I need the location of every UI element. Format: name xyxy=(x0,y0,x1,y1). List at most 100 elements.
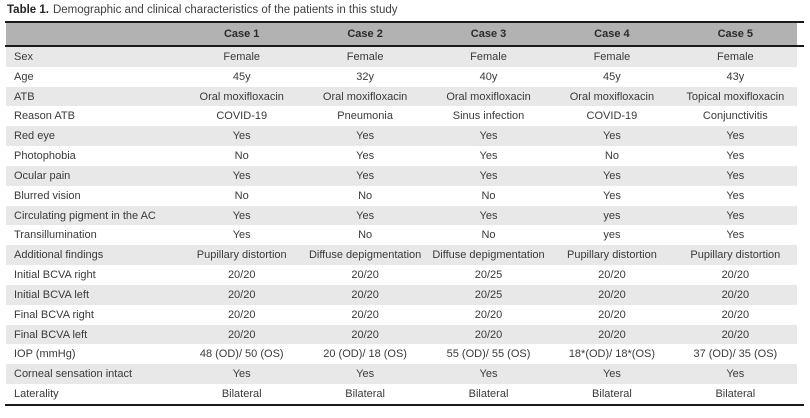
row-label: Corneal sensation intact xyxy=(14,368,133,381)
cell: Oral moxifloxacin xyxy=(322,90,408,103)
cell: 37 (OD)/ 35 (OS) xyxy=(693,348,778,361)
table-row: Photophobia No Yes Yes No Yes xyxy=(6,146,797,166)
cell: 45y xyxy=(232,70,251,83)
cell: No xyxy=(604,150,619,163)
cell: Yes xyxy=(479,209,498,222)
table-row: Initial BCVA left 20/20 20/20 20/25 20/20 20/… xyxy=(6,284,797,305)
header-row: Case 1 Case 2 Case 3 Case 4 Case 5 xyxy=(6,23,797,45)
row-label: Final BCVA right xyxy=(14,308,94,321)
table-bottom-rule xyxy=(5,404,804,406)
cell: 20/20 xyxy=(598,308,626,321)
cell: Bilateral xyxy=(468,387,509,400)
table-title: Table 1. Demographic and clinical charact… xyxy=(7,3,398,18)
cell: 20/20 xyxy=(474,328,503,341)
row-label: Circulating pigment in the AC xyxy=(14,209,156,222)
row-label: Initial BCVA right xyxy=(14,269,96,282)
row-label: Laterality xyxy=(14,387,59,400)
cell: 20/20 xyxy=(474,308,503,321)
cell: Diffuse depigmentation xyxy=(432,249,545,262)
cell: Oral moxifloxacin xyxy=(446,90,531,103)
cell: 20/20 xyxy=(227,269,256,282)
row-label: Reason ATB xyxy=(14,110,75,123)
characteristics-table: Case 1 Case 2 Case 3 Case 4 Case 5 Sex Female F… xyxy=(6,23,797,404)
cell: yes xyxy=(603,209,621,222)
cell: Pneumonia xyxy=(337,110,393,123)
cell: 20/20 xyxy=(721,328,750,341)
cell: COVID-19 xyxy=(216,110,268,123)
cell: Bilateral xyxy=(345,387,385,400)
cell: Female xyxy=(223,50,261,63)
row-label: Transillumination xyxy=(14,229,97,242)
cell: No xyxy=(234,150,249,163)
table-row: Final BCVA right 20/20 20/20 20/20 20/20 20/2… xyxy=(6,304,797,325)
row-label: IOP (mmHg) xyxy=(14,348,76,361)
cell: Pupillary distortion xyxy=(196,249,287,262)
table-row: Final BCVA left 20/20 20/20 20/20 20/20 20/20 xyxy=(6,324,797,345)
cell: Yes xyxy=(232,368,251,381)
cell: Yes xyxy=(479,169,498,182)
cell: Bilateral xyxy=(715,387,756,400)
row-label: Final BCVA left xyxy=(14,328,88,341)
row-label: Blurred vision xyxy=(14,189,81,202)
cell: 20/20 xyxy=(721,269,750,282)
row-label: Photophobia xyxy=(14,150,76,163)
cell: 20/25 xyxy=(474,269,503,282)
cell: Yes xyxy=(479,150,498,163)
row-label: Age xyxy=(14,70,34,83)
cell: Yes xyxy=(726,150,745,163)
cell: 18*(OD)/ 18*(OS) xyxy=(568,348,656,361)
cell: Pupillary distortion xyxy=(566,249,657,262)
cell: Yes xyxy=(479,368,498,381)
cell: Yes xyxy=(726,130,745,143)
cell: 20/20 xyxy=(598,269,626,282)
row-label: Ocular pain xyxy=(14,169,71,182)
cell: 40y xyxy=(479,70,498,83)
table-row: Blurred vision No No No Yes Yes xyxy=(6,185,797,206)
column-header: Case 3 xyxy=(470,28,507,40)
cell: Bilateral xyxy=(221,387,262,400)
table-row: Reason ATB COVID-19 Pneumonia Sinus infecti… xyxy=(6,106,797,127)
cell: Pupillary distortion xyxy=(690,249,781,262)
column-header: Case 4 xyxy=(594,28,630,40)
cell: Yes xyxy=(602,189,621,202)
cell: 20/20 xyxy=(227,328,256,341)
table-row: Ocular pain Yes Yes Yes Yes Yes xyxy=(6,165,797,186)
cell: Yes xyxy=(356,368,375,381)
table-row: Circulating pigment in the AC Yes Yes Yes ye… xyxy=(6,205,797,226)
cell: Yes xyxy=(602,130,621,143)
cell: Yes xyxy=(726,209,745,222)
row-label: Additional findings xyxy=(14,249,104,262)
cell: Sinus infection xyxy=(452,110,525,123)
table-row: Sex Female Female Female Female Female xyxy=(6,47,797,67)
row-label: ATB xyxy=(14,90,35,103)
table-row: Age 45y 32y 40y 45y 43y xyxy=(6,66,797,87)
cell: 20/20 xyxy=(351,269,379,282)
cell: 20/20 xyxy=(598,328,626,341)
cell: COVID-19 xyxy=(586,110,638,123)
table-row: Red eye Yes Yes Yes Yes Yes xyxy=(6,126,797,147)
cell: 20/20 xyxy=(351,328,379,341)
cell: No xyxy=(234,189,249,202)
column-header: Case 5 xyxy=(717,28,754,40)
cell: Yes xyxy=(726,169,745,182)
header-bottom-rule xyxy=(5,45,804,47)
cell: 55 (OD)/ 55 (OS) xyxy=(446,348,531,361)
cell: Yes xyxy=(602,368,621,381)
row-label: Initial BCVA left xyxy=(14,288,89,301)
cell: Yes xyxy=(356,130,375,143)
cell: Yes xyxy=(356,169,375,182)
cell: Yes xyxy=(232,169,251,182)
cell: Yes xyxy=(602,169,621,182)
table-caption: Demographic and clinical characteristics… xyxy=(52,4,398,16)
cell: No xyxy=(481,229,496,242)
table-row: Additional findings Pupillary distortion D… xyxy=(6,245,797,266)
table-top-rule xyxy=(5,21,804,23)
cell: yes xyxy=(603,229,621,242)
cell: Bilateral xyxy=(592,387,632,400)
cell: 43y xyxy=(726,70,745,83)
table-row: Transillumination Yes No No yes Yes xyxy=(6,225,797,246)
row-label: Red eye xyxy=(14,130,55,143)
table-row: Laterality Bilateral Bilateral Bilateral Bil… xyxy=(6,384,797,404)
cell: 45y xyxy=(603,70,621,83)
table-row: ATB Oral moxifloxacin Oral moxifloxacin Ora… xyxy=(6,86,797,107)
